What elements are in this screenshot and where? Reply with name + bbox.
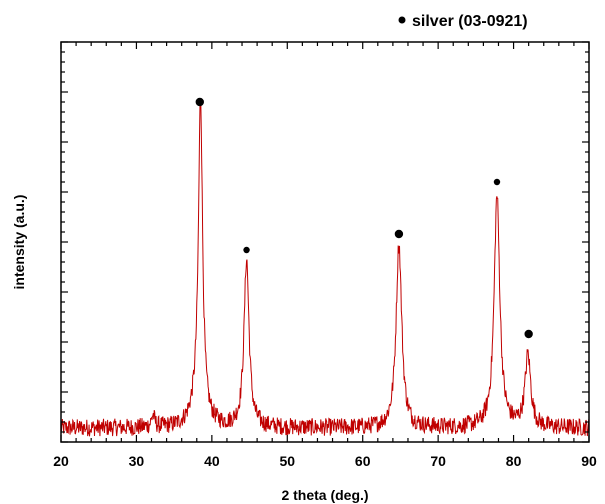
peak-marker-3: [493, 178, 501, 186]
legend-marker: [398, 16, 406, 24]
x-tick-label: 50: [279, 453, 295, 469]
x-tick-label: 80: [506, 453, 522, 469]
peak-marker-0: [195, 97, 204, 107]
peak-markers: [195, 97, 533, 339]
plot-frame: [60, 41, 590, 443]
peak-marker-2: [394, 229, 404, 239]
x-tick-label: 30: [129, 453, 145, 469]
peak-marker-4: [524, 329, 533, 339]
y-axis-label: intensity (a.u.): [11, 195, 27, 290]
x-tick-label: 90: [581, 453, 597, 469]
legend: silver (03-0921): [398, 13, 528, 30]
x-tick-label: 40: [204, 453, 220, 469]
axis-ticks: [60, 41, 590, 443]
x-tick-labels: 20 30 40 50 60 70 80 90: [53, 453, 597, 469]
peak-marker-1: [243, 246, 250, 254]
x-axis-label: 2 theta (deg.): [281, 487, 368, 503]
series-line: [60, 98, 590, 437]
x-tick-label: 20: [53, 453, 69, 469]
legend-label: silver (03-0921): [412, 13, 528, 30]
x-tick-label: 60: [355, 453, 371, 469]
x-tick-label: 70: [430, 453, 446, 469]
